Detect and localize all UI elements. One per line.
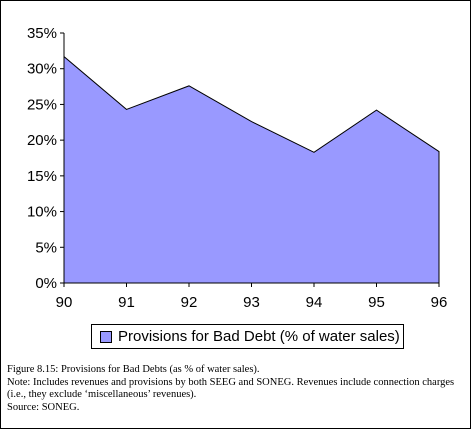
caption-note: Note: Includes revenues and provisions b… (7, 376, 455, 401)
x-tick-label: 91 (118, 294, 135, 311)
x-tick-label: 92 (181, 294, 198, 311)
legend-swatch (100, 330, 112, 343)
y-tick-label: 0% (35, 275, 57, 292)
area-series (63, 55, 440, 284)
y-tick-label: 15% (27, 168, 57, 185)
caption-source: Source: SONEG. (7, 401, 80, 413)
y-tick-label: 5% (35, 239, 57, 256)
y-tick-label: 20% (27, 132, 57, 149)
figure-caption: Figure 8.15: Provisions for Bad Debts (a… (7, 364, 467, 414)
x-tick-label: 95 (368, 294, 385, 311)
caption-title: Figure 8.15: Provisions for Bad Debts (a… (7, 364, 260, 375)
y-tick-label: 30% (27, 61, 57, 78)
y-tick-label: 10% (27, 204, 57, 221)
area-chart: 0% 5% 10% 15% 20% 25% 30% 35% 90 91 92 93 94 95 96 (27, 25, 448, 311)
legend: Provisions for Bad Debt (% of water sale… (91, 324, 404, 349)
y-tick-label: 35% (27, 25, 57, 42)
x-tick-label: 93 (243, 294, 260, 311)
x-tick-label: 96 (431, 294, 448, 311)
y-tick-label: 25% (27, 96, 57, 113)
x-tick-label: 94 (306, 294, 323, 311)
x-tick-label: 90 (56, 294, 73, 311)
legend-label: Provisions for Bad Debt (% of water sale… (118, 328, 400, 345)
